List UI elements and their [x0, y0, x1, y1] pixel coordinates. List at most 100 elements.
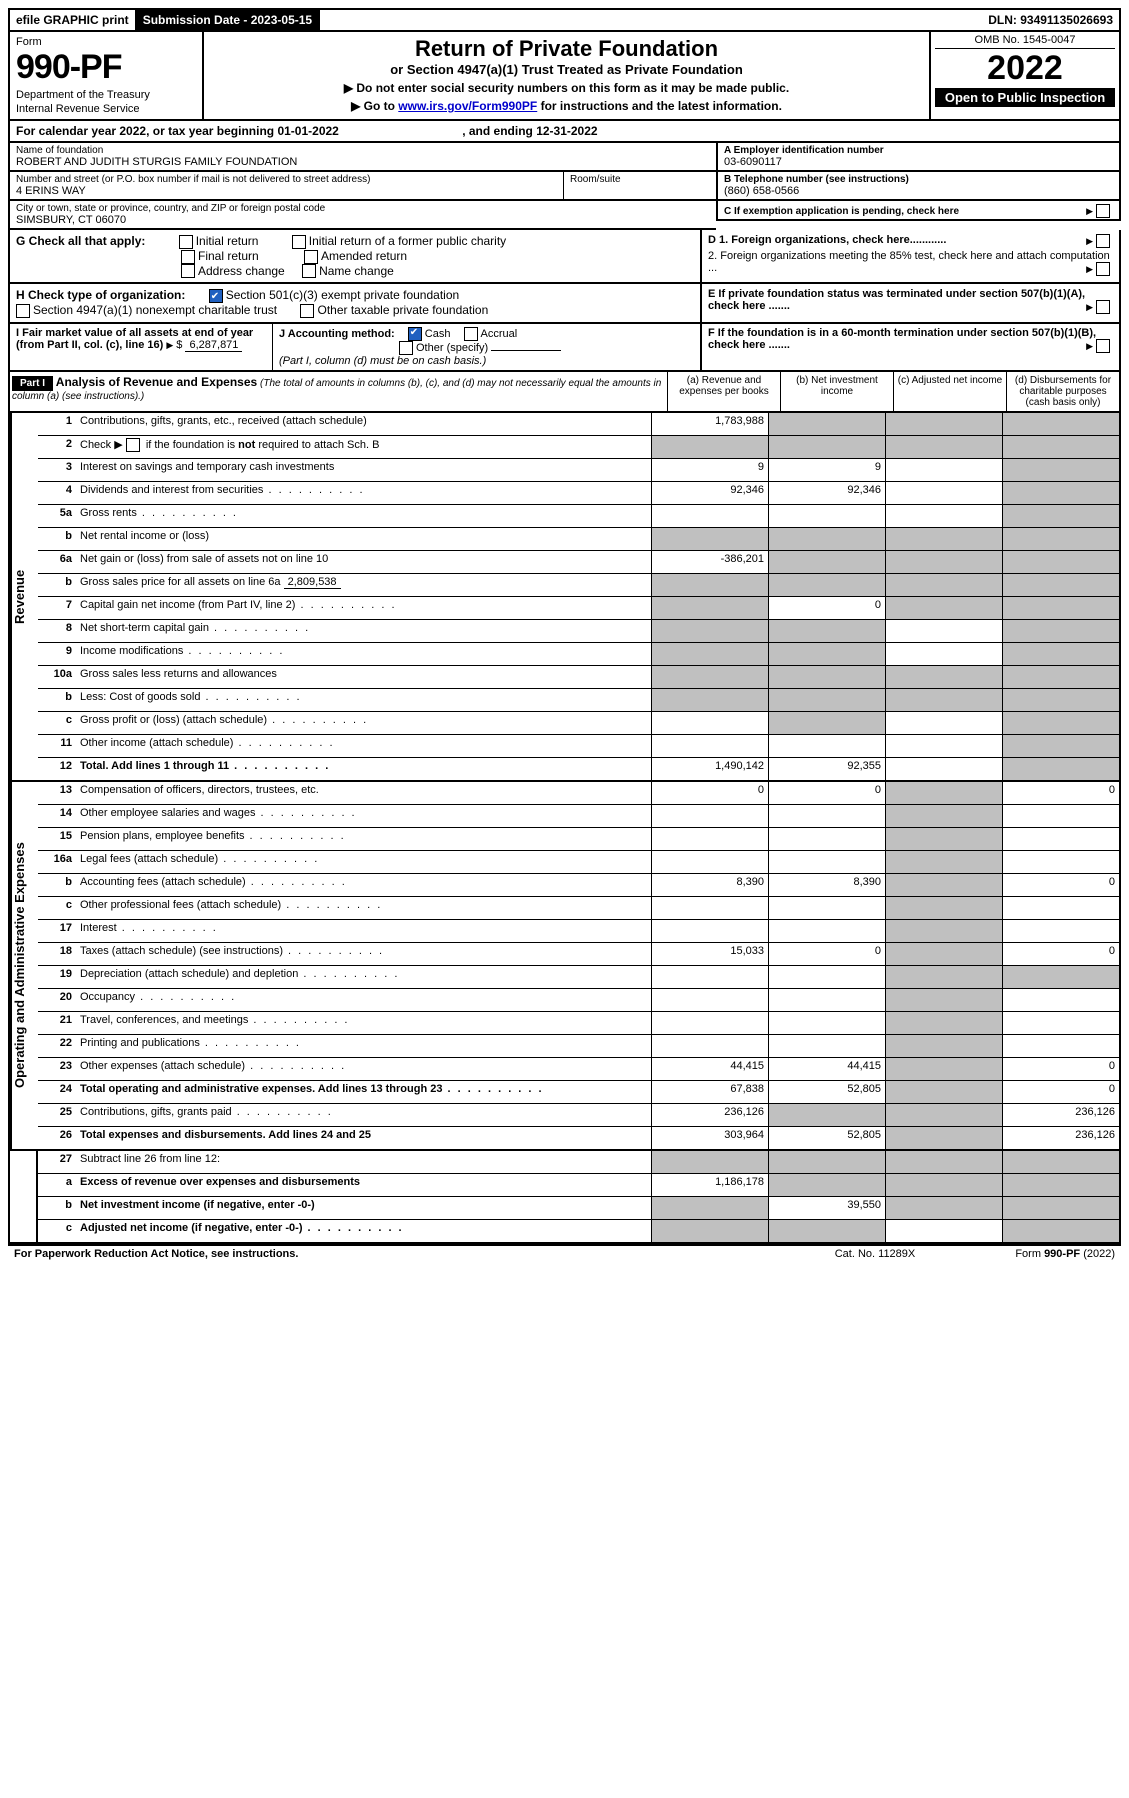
cell — [1002, 666, 1119, 688]
line-num: b — [38, 528, 76, 550]
line-desc: Subtract line 26 from line 12: — [76, 1151, 651, 1173]
note-pre: ▶ Go to — [351, 99, 398, 113]
id-block: Name of foundation ROBERT AND JUDITH STU… — [8, 143, 1121, 230]
cell — [885, 874, 1002, 896]
cell — [651, 436, 768, 458]
line-desc: Other employee salaries and wages — [76, 805, 651, 827]
cell: 0 — [651, 782, 768, 804]
opt-address-change: Address change — [198, 264, 285, 278]
cell — [1002, 1220, 1119, 1242]
cell: 15,033 — [651, 943, 768, 965]
line-num: 2 — [38, 436, 76, 458]
cell — [885, 920, 1002, 942]
e-label: E If private foundation status was termi… — [708, 288, 1085, 312]
line-desc: Net rental income or (loss) — [76, 528, 651, 550]
e-checkbox[interactable] — [1096, 300, 1110, 314]
h-opt2: Section 4947(a)(1) nonexempt charitable … — [33, 303, 277, 317]
j-accrual-checkbox[interactable] — [464, 327, 478, 341]
foundation-name: ROBERT AND JUDITH STURGIS FAMILY FOUNDAT… — [16, 156, 710, 168]
cell — [651, 1220, 768, 1242]
cell: 39,550 — [768, 1197, 885, 1219]
cell — [1002, 643, 1119, 665]
note-post: for instructions and the latest informat… — [541, 99, 782, 113]
cell — [1002, 482, 1119, 504]
expenses-side-label: Operating and Administrative Expenses — [10, 782, 38, 1149]
line-num: b — [38, 874, 76, 896]
cell — [1002, 897, 1119, 919]
line-num: 8 — [38, 620, 76, 642]
j-note: (Part I, column (d) must be on cash basi… — [279, 355, 486, 367]
d1-checkbox[interactable] — [1096, 234, 1110, 248]
cell — [1002, 735, 1119, 757]
cell — [885, 528, 1002, 550]
initial-return-checkbox[interactable] — [179, 235, 193, 249]
h-label: H Check type of organization: — [16, 288, 185, 302]
expenses-grid: Operating and Administrative Expenses 13… — [8, 782, 1121, 1151]
cell — [1002, 712, 1119, 734]
g-label: G Check all that apply: — [16, 234, 145, 248]
line-num: 18 — [38, 943, 76, 965]
calendar-year-row: For calendar year 2022, or tax year begi… — [8, 121, 1121, 143]
form-title: Return of Private Foundation — [212, 36, 921, 62]
part1-header-row: Part I Analysis of Revenue and Expenses … — [8, 372, 1121, 413]
line-num: 1 — [38, 413, 76, 435]
d2-checkbox[interactable] — [1096, 262, 1110, 276]
instructions-link[interactable]: www.irs.gov/Form990PF — [398, 99, 537, 113]
efile-label[interactable]: efile GRAPHIC print — [10, 10, 137, 30]
address-change-checkbox[interactable] — [181, 264, 195, 278]
h-501c3-checkbox[interactable] — [209, 289, 223, 303]
line-desc: Net short-term capital gain — [76, 620, 651, 642]
h-4947-checkbox[interactable] — [16, 304, 30, 318]
cell — [885, 851, 1002, 873]
line-num: 24 — [38, 1081, 76, 1103]
cal-year-mid: , and ending — [462, 124, 536, 138]
line-num: 10a — [38, 666, 76, 688]
tax-year-end: 12-31-2022 — [536, 124, 597, 138]
cell — [651, 1035, 768, 1057]
cell: 236,126 — [1002, 1104, 1119, 1126]
cell — [768, 828, 885, 850]
cell — [1002, 805, 1119, 827]
cell — [885, 1174, 1002, 1196]
final-return-checkbox[interactable] — [181, 250, 195, 264]
line-num: a — [38, 1174, 76, 1196]
cell — [1002, 966, 1119, 988]
j-other-checkbox[interactable] — [399, 341, 413, 355]
exemption-pending-checkbox[interactable] — [1096, 204, 1110, 218]
cell: 0 — [1002, 874, 1119, 896]
name-change-checkbox[interactable] — [302, 264, 316, 278]
cell — [885, 943, 1002, 965]
line-desc: Travel, conferences, and meetings — [76, 1012, 651, 1034]
cell — [768, 689, 885, 711]
section-g-d: G Check all that apply: Initial return I… — [8, 230, 1121, 284]
amended-checkbox[interactable] — [304, 250, 318, 264]
ein-value: 03-6090117 — [724, 156, 1113, 168]
cell — [885, 436, 1002, 458]
section-h-e: H Check type of organization: Section 50… — [8, 284, 1121, 324]
line-num: 15 — [38, 828, 76, 850]
cell — [1002, 459, 1119, 481]
cell: 92,355 — [768, 758, 885, 780]
line-num: c — [38, 1220, 76, 1242]
cell — [1002, 1151, 1119, 1173]
cell — [651, 643, 768, 665]
line-desc: Income modifications — [76, 643, 651, 665]
line-desc: Contributions, gifts, grants, etc., rece… — [76, 413, 651, 435]
schb-checkbox[interactable] — [126, 438, 140, 452]
line-desc: Contributions, gifts, grants paid — [76, 1104, 651, 1126]
col-d-header: (d) Disbursements for charitable purpose… — [1007, 372, 1119, 411]
h-other-checkbox[interactable] — [300, 304, 314, 318]
j-cash-checkbox[interactable] — [408, 327, 422, 341]
form-header: Form 990-PF Department of the Treasury I… — [8, 32, 1121, 121]
cell — [768, 966, 885, 988]
line-num: 19 — [38, 966, 76, 988]
initial-public-checkbox[interactable] — [292, 235, 306, 249]
paperwork-notice: For Paperwork Reduction Act Notice, see … — [14, 1248, 795, 1260]
cell — [885, 1220, 1002, 1242]
cell — [885, 1081, 1002, 1103]
cell: 1,490,142 — [651, 758, 768, 780]
cell: 0 — [768, 597, 885, 619]
cell — [1002, 1035, 1119, 1057]
f-checkbox[interactable] — [1096, 339, 1110, 353]
d1-label: D 1. Foreign organizations, check here..… — [708, 234, 946, 246]
